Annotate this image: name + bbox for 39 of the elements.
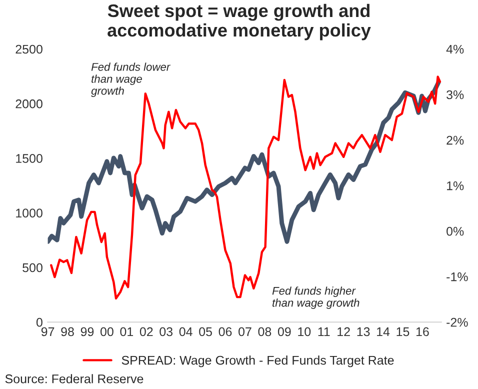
- x-tick-label: 16: [416, 327, 429, 336]
- x-tick-label: 12: [338, 327, 350, 336]
- x-tick-label: 11: [318, 327, 330, 336]
- y-tick-label: 0: [36, 318, 42, 327]
- y-tick-label: 500: [22, 263, 42, 272]
- y-tick-label: 1000: [16, 208, 42, 218]
- x-tick-label: 97: [41, 327, 54, 336]
- source-note: Source: Federal Reserve: [5, 374, 144, 384]
- y2-tick-label: 0%: [446, 226, 464, 236]
- x-tick-label: 15: [396, 327, 410, 336]
- annotation: Fed funds higher than wage growth: [272, 286, 360, 309]
- x-tick-label: 13: [357, 327, 370, 336]
- y2-tick-label: -2%: [446, 318, 468, 327]
- y2-tick-label: -1%: [446, 272, 468, 282]
- line-series: [50, 76, 442, 300]
- annotation: Fed funds lower than wage growth: [91, 62, 170, 97]
- y2-tick-label: 2%: [446, 136, 464, 145]
- y2-tick-label: 3%: [446, 90, 464, 100]
- y-tick-label: 2500: [16, 44, 42, 54]
- x-tick-label: 09: [278, 327, 291, 336]
- x-tick-label: 03: [160, 327, 173, 336]
- y2-tick-label: 4%: [446, 44, 464, 54]
- y-tick-label: 1500: [16, 154, 42, 163]
- y-tick-label: 2000: [16, 99, 42, 108]
- x-tick-label: 00: [100, 327, 114, 336]
- x-tick-label: 06: [218, 327, 232, 336]
- legend-label: SPREAD: Wage Growth - Fed Funds Target Rate: [122, 356, 394, 368]
- x-tick-label: 01: [120, 327, 134, 336]
- x-tick-label: 07: [238, 327, 252, 336]
- x-tick-label: 98: [61, 327, 74, 336]
- x-tick-label: 04: [179, 327, 192, 336]
- x-tick-label: 05: [199, 327, 212, 336]
- y2-tick-label: 1%: [447, 181, 464, 190]
- x-tick-label: 02: [140, 327, 153, 336]
- x-tick-label: 10: [298, 327, 311, 336]
- x-tick-label: 08: [258, 327, 272, 336]
- x-tick-label: 14: [377, 327, 390, 336]
- chart-title: Sweet spot = wage growth and accomodative monetary policy: [108, 4, 371, 40]
- x-tick-label: 99: [80, 327, 94, 336]
